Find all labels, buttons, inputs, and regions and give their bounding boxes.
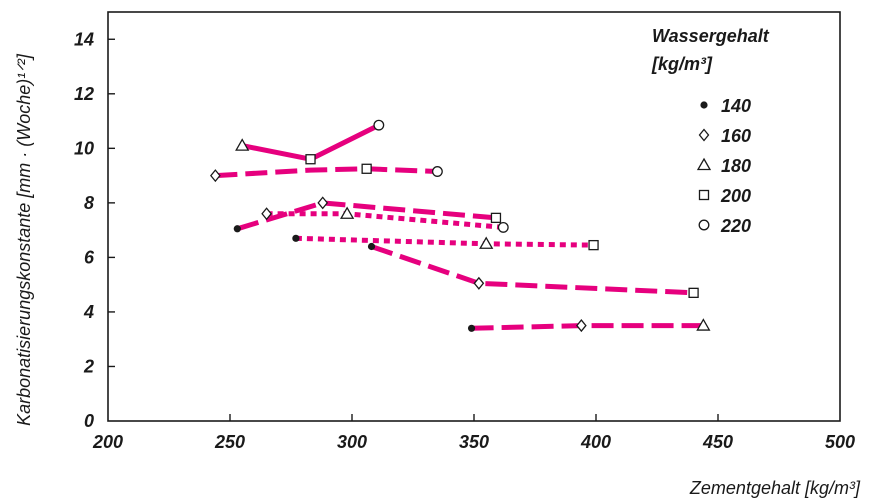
diamond-point [261, 207, 272, 221]
y-tick-label: 6 [84, 247, 95, 267]
diamond-point [317, 196, 329, 210]
dashed-line [215, 166, 438, 179]
square-point [490, 212, 502, 224]
square-point [688, 287, 699, 298]
triangle-point [235, 138, 250, 151]
diamond-point [576, 319, 587, 333]
x-tick-label: 300 [337, 432, 367, 452]
legend: Wassergehalt [kg/m³] 140 160 180 200 220 [651, 26, 770, 236]
legend-title-line2: [kg/m³] [651, 54, 713, 74]
legend-label: 160 [721, 126, 751, 146]
triangle-point [479, 236, 494, 249]
x-tick-label: 500 [825, 432, 855, 452]
y-tick-label: 14 [74, 29, 94, 49]
series-markers [210, 119, 711, 333]
legend-title-line1: Wassergehalt [652, 26, 770, 46]
legend-label: 200 [720, 186, 751, 206]
x-axis-ticks: 200 250 300 350 400 450 500 [92, 414, 855, 452]
legend-entries: 140 160 180 200 220 [696, 96, 751, 236]
legend-label: 140 [721, 96, 751, 116]
square-point [588, 239, 599, 251]
circle-point [373, 119, 385, 131]
y-tick-label: 12 [74, 84, 94, 104]
x-axis-title: Zementgehalt [kg/m³] [689, 478, 861, 498]
triangle-point [339, 206, 355, 219]
x-tick-label: 200 [92, 432, 123, 452]
legend-marker-dot [700, 101, 708, 109]
legend-marker-square [698, 189, 710, 201]
legend-label: 180 [721, 156, 751, 176]
dotted-line [266, 211, 504, 230]
dot-point [233, 225, 241, 233]
y-axis-ticks: 0 2 4 6 8 10 12 14 [74, 29, 115, 431]
circle-point [431, 166, 443, 177]
x-tick-label: 400 [580, 432, 611, 452]
diamond-point [473, 276, 485, 290]
dashed-line [471, 323, 704, 331]
legend-label: 220 [720, 216, 751, 236]
dot-point [467, 324, 476, 332]
y-tick-label: 4 [83, 302, 94, 322]
triangle-point [696, 318, 711, 331]
square-point [361, 163, 372, 174]
dot-point [292, 234, 300, 242]
x-tick-label: 250 [214, 432, 245, 452]
legend-marker-triangle [696, 157, 712, 171]
series-lines [215, 122, 704, 331]
dashed-line [370, 244, 694, 296]
circle-point [497, 221, 509, 233]
y-tick-label: 2 [83, 356, 94, 376]
legend-marker-diamond [698, 128, 710, 142]
diamond-point [210, 169, 221, 183]
y-axis-title: Karbonatisierungskonstante [mm · (Woche)… [14, 53, 34, 426]
dotted-line [295, 235, 594, 248]
y-tick-label: 0 [84, 411, 94, 431]
dot-point [367, 242, 376, 251]
legend-marker-circle [698, 219, 710, 231]
y-tick-label: 10 [74, 138, 94, 158]
y-tick-label: 8 [84, 193, 94, 213]
x-tick-label: 450 [702, 432, 733, 452]
square-point [305, 154, 316, 165]
x-tick-label: 350 [459, 432, 489, 452]
